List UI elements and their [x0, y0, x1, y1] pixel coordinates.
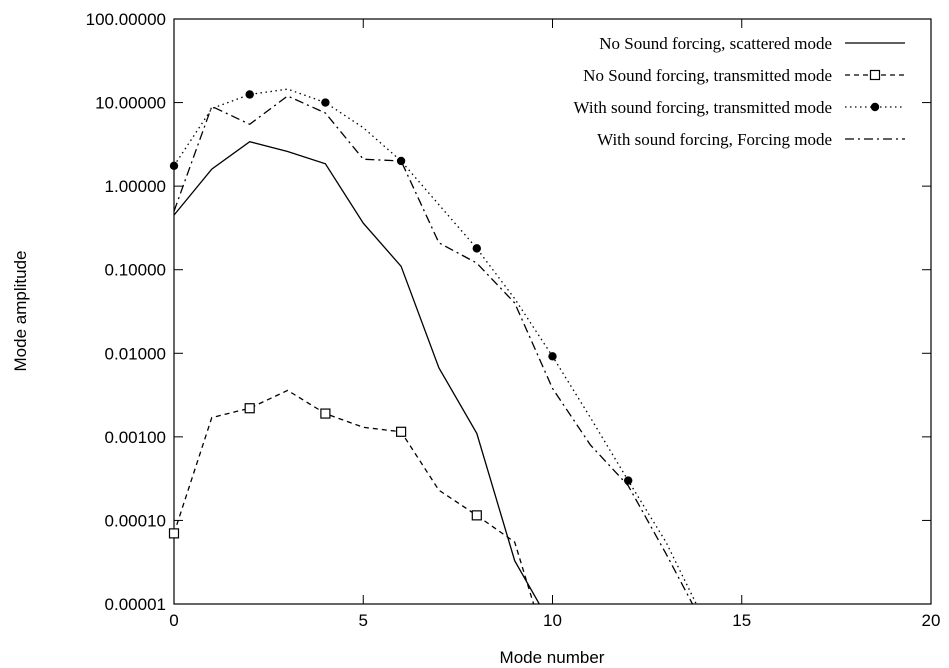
- y-tick-label: 0.00010: [105, 511, 166, 530]
- x-tick-label: 0: [169, 611, 178, 630]
- axis-ticks: 0 5 10 15 20 0.00001 0.00010 0.00100 0.01000 0.10…: [86, 10, 941, 630]
- series-markers: [168, 90, 633, 539]
- y-axis-title: Mode amplitude: [11, 251, 30, 372]
- data-point: [396, 156, 406, 166]
- y-tick-label: 0.10000: [105, 261, 166, 280]
- data-point: [321, 98, 330, 107]
- x-axis-title: Mode number: [500, 648, 605, 667]
- series-line-3: [174, 88, 697, 604]
- data-point: [624, 476, 633, 485]
- data-point: [320, 408, 331, 419]
- y-tick-label: 10.00000: [95, 94, 166, 113]
- legend-label: No Sound forcing, scattered mode: [599, 34, 832, 53]
- legend-label: With sound forcing, Forcing mode: [597, 130, 832, 149]
- data-point: [548, 352, 557, 361]
- data-point: [245, 90, 254, 99]
- legend: No Sound forcing, scattered mode No Sound…: [573, 34, 905, 149]
- x-tick-label: 15: [732, 611, 751, 630]
- data-point: [472, 244, 481, 253]
- y-tick-label: 100.00000: [86, 10, 166, 29]
- data-point: [168, 528, 180, 539]
- series-line-1: [174, 140, 540, 604]
- y-tick-label: 0.00100: [105, 428, 166, 447]
- series-line-2: [174, 389, 535, 604]
- x-tick-label: 5: [359, 611, 368, 630]
- legend-label: With sound forcing, transmitted mode: [573, 98, 832, 117]
- series-lines: [174, 88, 697, 604]
- y-tick-label: 1.00000: [105, 177, 166, 196]
- legend-marker: [870, 102, 880, 112]
- x-tick-label: 10: [543, 611, 562, 630]
- series-line-4: [174, 95, 694, 604]
- data-point: [244, 403, 255, 414]
- y-tick-label: 0.01000: [105, 344, 166, 363]
- data-point: [471, 510, 482, 521]
- y-tick-label: 0.00001: [105, 595, 166, 614]
- legend-marker: [869, 69, 881, 81]
- x-tick-label: 20: [922, 611, 941, 630]
- data-point: [169, 161, 179, 171]
- legend-label: No Sound forcing, transmitted mode: [583, 66, 832, 85]
- data-point: [396, 426, 407, 437]
